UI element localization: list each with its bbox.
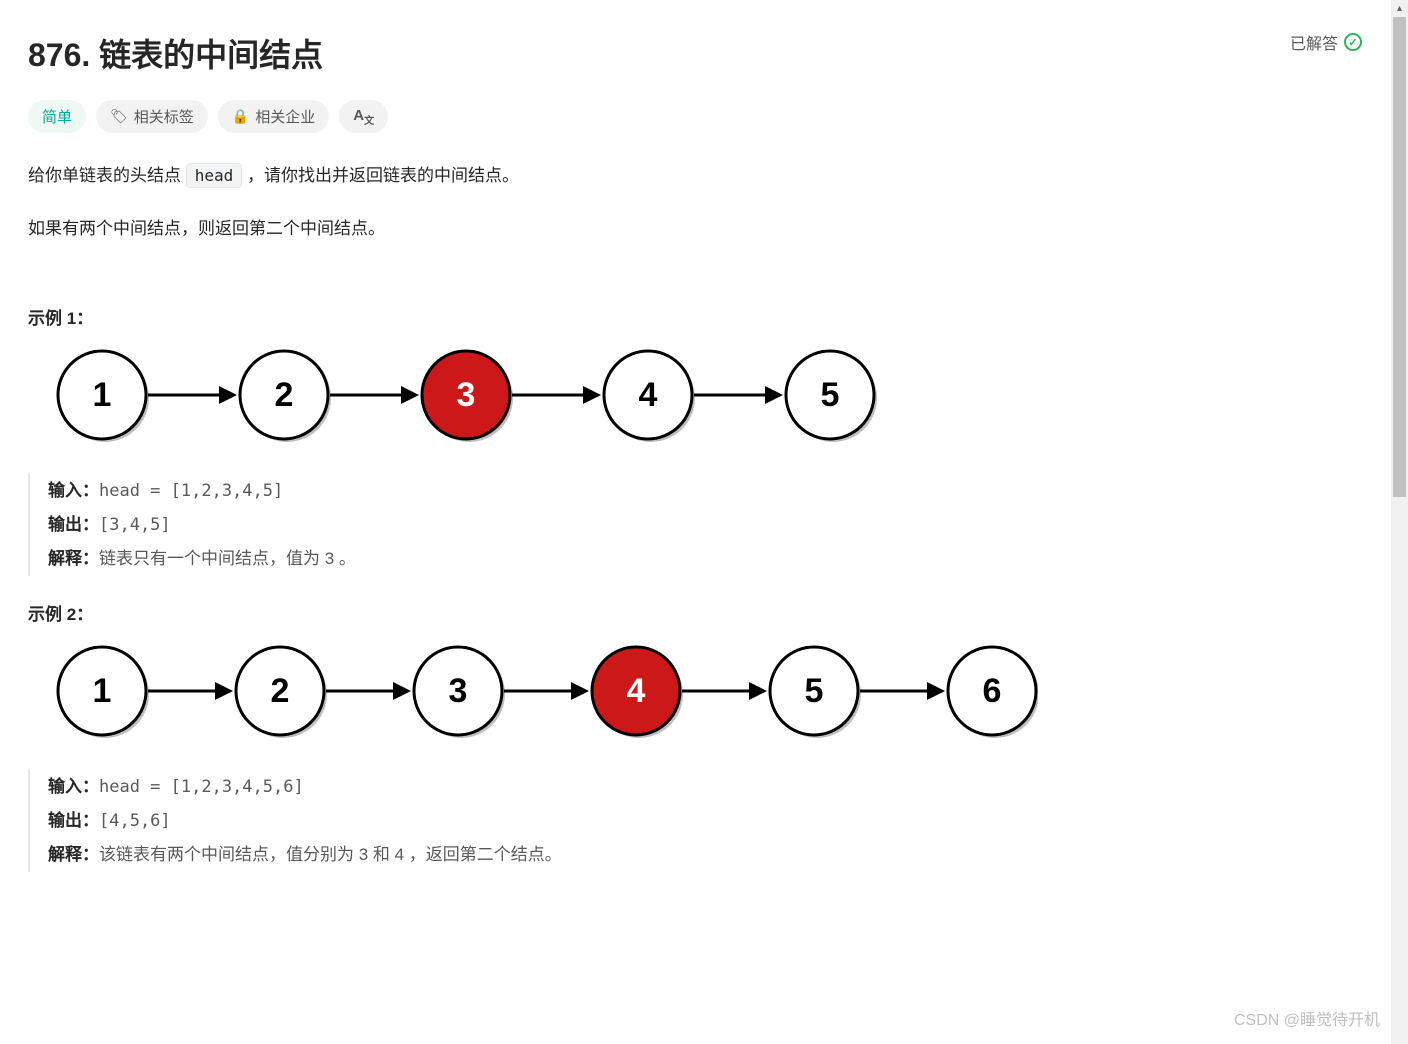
desc-text-pre: 给你单链表的头结点 [28, 166, 186, 185]
svg-text:1: 1 [93, 376, 112, 414]
svg-text:2: 2 [271, 672, 290, 710]
example-row: 输出：[3,4,5] [48, 508, 1362, 542]
lock-icon: 🔒 [232, 108, 249, 125]
example-2-diagram: 1 2 3 4 5 6 [28, 643, 1362, 748]
example-2: 示例 2： 1 2 3 4 5 6 输入：head = [1,2,3,4,5,6] 输出：… [28, 600, 1362, 872]
companies-label: 相关企业 [255, 106, 315, 127]
companies-tag[interactable]: 🔒 相关企业 [218, 100, 329, 133]
watermark-text: CSDN @睡觉待开机 [1234, 1006, 1380, 1030]
input-value: head = [1,2,3,4,5] [99, 481, 283, 501]
scrollbar-thumb[interactable] [1393, 17, 1406, 497]
svg-text:1: 1 [93, 672, 112, 710]
svg-text:2: 2 [275, 376, 294, 414]
explain-value: 链表只有一个中间结点，值为 3 。 [99, 549, 356, 568]
desc-code-head: head [186, 163, 243, 188]
example-block: 输入：head = [1,2,3,4,5] 输出：[3,4,5] 解释：链表只有… [28, 474, 1362, 576]
example-1-diagram: 1 2 3 4 5 [28, 347, 1362, 452]
svg-text:4: 4 [639, 376, 658, 414]
translate-tag[interactable]: A文 [339, 100, 388, 133]
check-circle-icon: ✓ [1344, 33, 1362, 51]
example-title: 示例 2： [28, 600, 1362, 625]
example-row: 解释：链表只有一个中间结点，值为 3 。 [48, 542, 1362, 576]
svg-text:5: 5 [805, 672, 824, 710]
scrollbar-track[interactable]: ▴ [1391, 0, 1408, 1044]
example-row: 输出：[4,5,6] [48, 804, 1362, 838]
description-line-2: 如果有两个中间结点，则返回第二个中间结点。 [28, 214, 1362, 245]
linked-list-diagram: 1 2 3 4 5 [28, 347, 878, 447]
description-line-1: 给你单链表的头结点 head ，请你找出并返回链表的中间结点。 [28, 161, 1362, 192]
explain-value: 该链表有两个中间结点，值分别为 3 和 4 ，返回第二个结点。 [99, 845, 562, 864]
example-block: 输入：head = [1,2,3,4,5,6] 输出：[4,5,6] 解释：该链… [28, 770, 1362, 872]
input-value: head = [1,2,3,4,5,6] [99, 777, 304, 797]
output-value: [4,5,6] [99, 811, 171, 831]
scrollbar-up-arrow-icon[interactable]: ▴ [1391, 0, 1408, 17]
example-row: 输入：head = [1,2,3,4,5,6] [48, 770, 1362, 804]
svg-text:5: 5 [821, 376, 840, 414]
tags-row: 简单 🏷 相关标签 🔒 相关企业 A文 [28, 100, 1362, 133]
svg-text:6: 6 [983, 672, 1002, 710]
output-label: 输出： [48, 515, 99, 534]
example-row: 输入：head = [1,2,3,4,5] [48, 474, 1362, 508]
solved-label: 已解答 [1290, 30, 1338, 54]
explain-label: 解释： [48, 845, 99, 864]
svg-text:3: 3 [449, 672, 468, 710]
example-row: 解释：该链表有两个中间结点，值分别为 3 和 4 ，返回第二个结点。 [48, 838, 1362, 872]
solved-status: 已解答 ✓ [1290, 30, 1362, 54]
output-value: [3,4,5] [99, 515, 171, 535]
input-label: 输入： [48, 481, 99, 500]
related-topics-label: 相关标签 [134, 106, 194, 127]
related-topics-tag[interactable]: 🏷 相关标签 [96, 100, 208, 133]
input-label: 输入： [48, 777, 99, 796]
svg-text:4: 4 [627, 672, 646, 710]
problem-title: 876. 链表的中间结点 [28, 30, 323, 76]
svg-text:3: 3 [457, 376, 476, 414]
translate-icon: A文 [353, 107, 374, 127]
explain-label: 解释： [48, 549, 99, 568]
linked-list-diagram: 1 2 3 4 5 6 [28, 643, 1038, 743]
problem-content: 876. 链表的中间结点 已解答 ✓ 简单 🏷 相关标签 🔒 相关企业 A文 给… [0, 0, 1390, 872]
output-label: 输出： [48, 811, 99, 830]
example-1: 示例 1： 1 2 3 4 5 输入：head = [1,2,3,4,5] 输出：[3,… [28, 304, 1362, 576]
tag-icon: 🏷 [110, 108, 128, 125]
difficulty-tag[interactable]: 简单 [28, 100, 86, 133]
example-title: 示例 1： [28, 304, 1362, 329]
desc-text-post: ，请你找出并返回链表的中间结点。 [247, 166, 519, 185]
